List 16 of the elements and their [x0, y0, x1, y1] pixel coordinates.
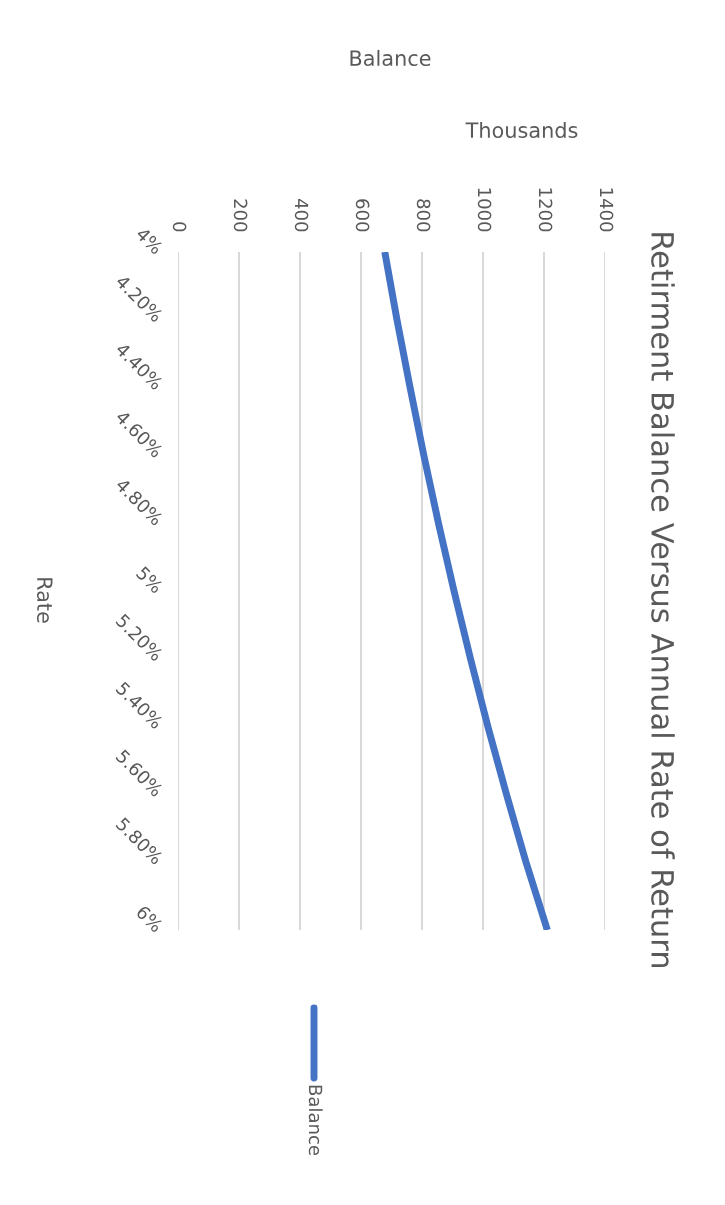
- y-tick-label: 6%: [135, 904, 164, 933]
- text: Balance: [308, 1085, 323, 1156]
- x-tick-label: 800: [416, 199, 431, 232]
- x2-axis-title: Thousands: [465, 121, 578, 139]
- x-tick-label: 200: [233, 199, 248, 232]
- x-tick-label: 0: [172, 222, 187, 232]
- text: Retirment Balance Versus Annual Rate of Return: [651, 233, 675, 968]
- y-tick-label: 4%: [135, 226, 164, 255]
- x-tick-label: 400: [294, 198, 309, 232]
- text: Balance: [350, 49, 431, 67]
- y-tick-label: 5%: [135, 565, 164, 594]
- y-axis-title: Rate: [36, 578, 53, 623]
- x-tick-label: 1400: [599, 188, 614, 232]
- x-tick-label: 1200: [538, 188, 553, 232]
- x-tick-label: 600: [355, 199, 370, 232]
- x-tick-label: 1000: [477, 188, 492, 232]
